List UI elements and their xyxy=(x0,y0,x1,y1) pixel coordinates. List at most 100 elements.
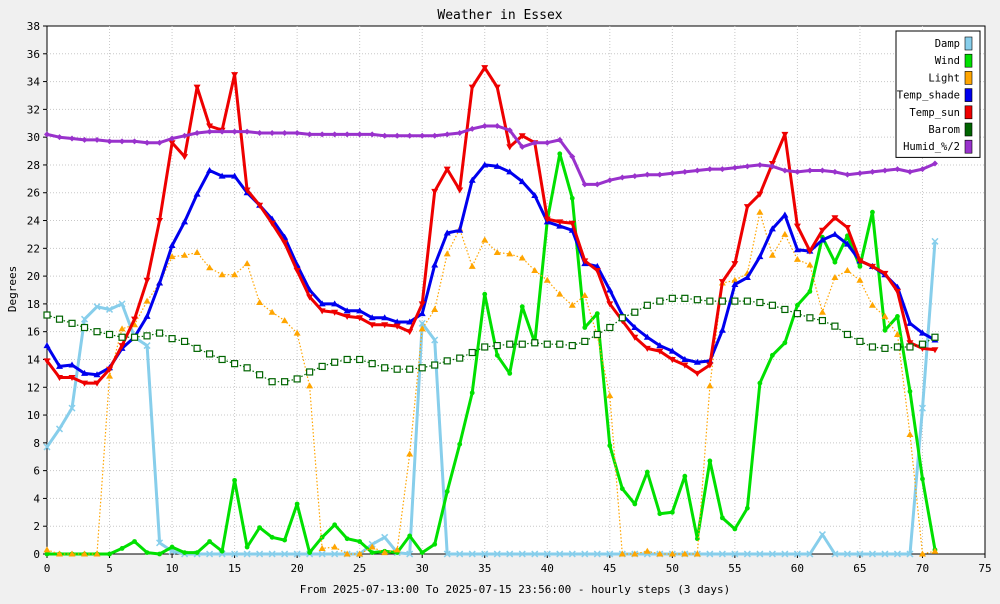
wind-point xyxy=(594,311,600,317)
temp-sun-point xyxy=(181,154,189,161)
damp-point xyxy=(931,237,939,245)
barom-point xyxy=(55,315,64,323)
humid-2-point xyxy=(819,167,826,174)
y-tick-label: 26 xyxy=(27,187,40,200)
damp-point xyxy=(531,550,539,558)
x-tick-label: 25 xyxy=(353,562,366,575)
humid-2-point xyxy=(694,167,701,174)
barom-point xyxy=(768,301,776,309)
humid-2-point xyxy=(519,143,526,150)
barom-point xyxy=(668,294,676,302)
wind-point xyxy=(719,515,725,521)
wind-point xyxy=(870,209,875,215)
temp-sun-point xyxy=(93,380,101,387)
wind-point xyxy=(582,325,588,330)
y-tick-label: 22 xyxy=(27,242,40,255)
temp-shade-line xyxy=(45,163,936,377)
wind-point xyxy=(107,551,112,557)
temp-shade-point xyxy=(93,371,101,378)
temp-sun-point xyxy=(418,301,426,308)
light-point xyxy=(268,308,276,315)
temp-sun-point xyxy=(506,144,514,151)
temp-sun-point xyxy=(756,191,764,198)
temp-sun-point xyxy=(631,334,639,341)
wind-point xyxy=(657,511,663,517)
temp-sun-point xyxy=(668,356,676,363)
wind-point xyxy=(457,441,463,447)
damp-point xyxy=(731,550,739,558)
temp-shade-point xyxy=(181,218,189,225)
temp-sun-point xyxy=(881,270,889,277)
barom-point xyxy=(806,314,814,322)
wind-point xyxy=(619,486,625,492)
temp-sun-point xyxy=(543,216,551,223)
wind-point xyxy=(469,390,475,396)
humid-2-point xyxy=(744,163,751,170)
humid-2-point xyxy=(369,131,376,138)
humid-2-point xyxy=(644,171,651,178)
barom-point xyxy=(268,378,276,386)
damp-point xyxy=(606,550,614,558)
light-point xyxy=(568,301,576,308)
temp-shade-point xyxy=(681,355,689,362)
temp-sun-point xyxy=(431,188,439,195)
legend-label: Humid_%/2 xyxy=(903,141,960,153)
temp-shade-point xyxy=(668,347,676,354)
barom-point xyxy=(506,340,514,348)
temp-sun-point xyxy=(718,279,726,286)
temp-sun-point xyxy=(206,123,214,130)
humid-2-point xyxy=(444,131,451,138)
wind-point xyxy=(444,489,450,494)
wind-point xyxy=(732,526,738,532)
wind-point xyxy=(857,263,863,269)
humid-2-point xyxy=(456,129,463,136)
wind-point xyxy=(182,550,187,556)
x-tick-label: 10 xyxy=(165,562,178,575)
light-point xyxy=(143,297,151,304)
light-point xyxy=(356,550,364,557)
temp-shade-point xyxy=(343,307,351,314)
humid-2-point xyxy=(594,181,601,188)
temp-sun-point xyxy=(493,84,501,91)
humid-2-point xyxy=(169,135,176,142)
temp-sun-point xyxy=(743,204,751,211)
light-point xyxy=(531,267,539,274)
humid-2-point xyxy=(869,168,876,175)
legend-item: Wind xyxy=(935,53,973,68)
barom-point xyxy=(318,362,326,371)
damp-point xyxy=(80,315,89,323)
humid-2-point xyxy=(481,123,488,130)
temp-shade-point xyxy=(818,236,826,243)
damp-point xyxy=(331,550,339,558)
humid-2-point xyxy=(244,128,251,135)
barom-point xyxy=(481,343,489,351)
humid-2-point xyxy=(469,125,476,132)
temp-sun-point xyxy=(568,220,576,227)
x-tick-label: 65 xyxy=(853,562,866,575)
x-tick-label: 45 xyxy=(603,562,616,575)
temp-sun-point xyxy=(156,218,164,225)
wind-point xyxy=(319,534,325,540)
temp-sun-point xyxy=(293,268,301,275)
wind-point xyxy=(407,533,413,539)
temp-sun-point xyxy=(893,288,901,295)
humid-2-point xyxy=(56,134,63,141)
humid-2-point xyxy=(606,177,613,184)
humid-2-point xyxy=(44,131,50,138)
light-point xyxy=(931,547,939,554)
wind-point xyxy=(219,548,225,554)
damp-point xyxy=(118,300,126,308)
humid-2-point xyxy=(406,132,413,139)
damp-point xyxy=(556,550,564,558)
damp-point xyxy=(868,550,876,558)
temp-shade-point xyxy=(231,172,239,179)
light-point xyxy=(243,260,251,267)
light-point xyxy=(468,262,476,269)
damp-point xyxy=(906,550,914,558)
temp-sun-point xyxy=(43,358,51,365)
humid-2-point xyxy=(531,139,538,146)
humid-2-point xyxy=(806,167,813,174)
barom-point xyxy=(381,364,389,372)
humid-2-point xyxy=(206,128,213,135)
